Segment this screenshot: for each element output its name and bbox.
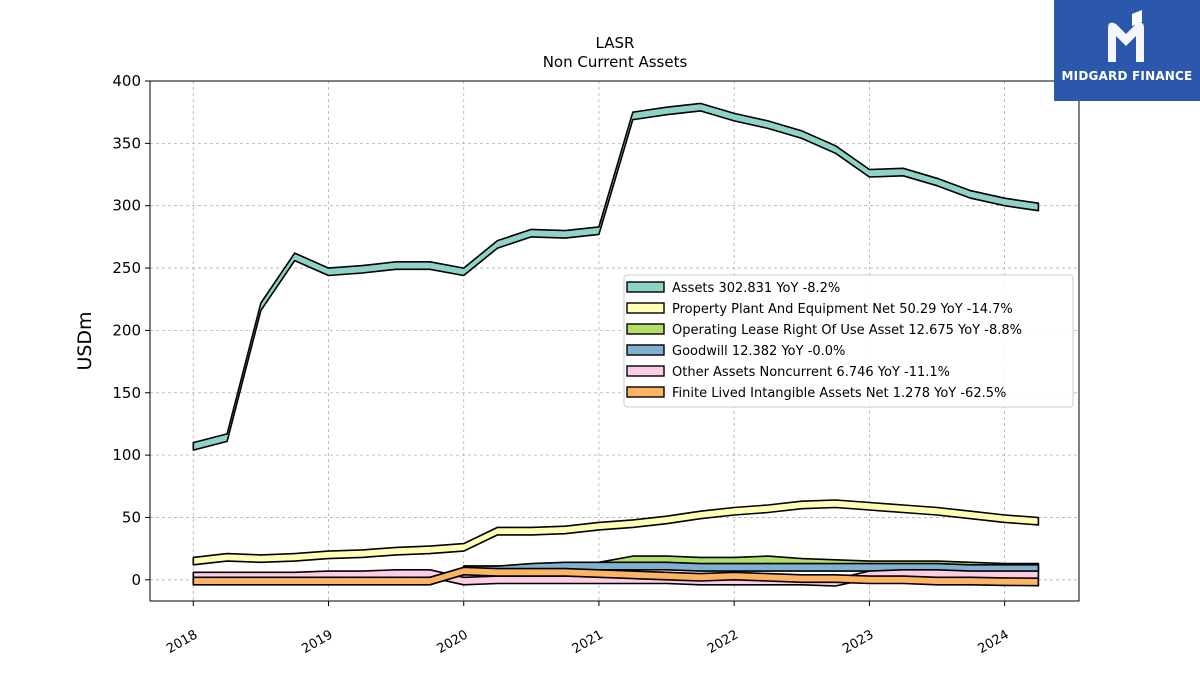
x-tick-label: 2024 bbox=[975, 627, 1011, 657]
y-tick-label: 150 bbox=[112, 384, 141, 402]
brand-logo: MIDGARD FINANCE bbox=[1054, 0, 1200, 101]
y-tick-label: 100 bbox=[112, 446, 141, 464]
x-axis-ticks: 2018 2019 2020 2021 2022 2023 2024 bbox=[164, 601, 1012, 657]
legend: Assets 302.831 YoY -8.2% Property Plant A… bbox=[623, 274, 1074, 408]
legend-swatch bbox=[626, 386, 665, 398]
legend-entry: Other Assets Noncurrent 6.746 YoY -11.1% bbox=[672, 365, 950, 380]
legend-entry: Finite Lived Intangible Assets Net 1.278… bbox=[672, 386, 1006, 401]
plot-areas bbox=[192, 102, 1040, 587]
x-tick-label: 2018 bbox=[164, 627, 200, 657]
x-tick-label: 2019 bbox=[299, 627, 335, 657]
legend-swatch bbox=[626, 344, 665, 356]
legend-entry: Operating Lease Right Of Use Asset 12.67… bbox=[672, 323, 1022, 338]
y-tick-label: 0 bbox=[131, 571, 141, 589]
legend-swatch bbox=[626, 302, 665, 314]
legend-entry: Assets 302.831 YoY -8.2% bbox=[672, 281, 840, 296]
series-band-finite-lived-intangible-assets-net bbox=[192, 566, 1040, 587]
plot-frame bbox=[149, 80, 1080, 602]
chart-subtitle: Non Current Assets bbox=[543, 53, 688, 71]
legend-swatch bbox=[626, 365, 665, 377]
y-tick-label: 250 bbox=[112, 259, 141, 277]
y-axis-ticks: 0 50 100 150 200 250 300 350 400 bbox=[112, 72, 150, 589]
legend-swatch bbox=[626, 281, 665, 293]
y-axis-label: USDm bbox=[74, 311, 96, 370]
legend-box bbox=[623, 274, 1074, 408]
y-tick-label: 300 bbox=[112, 197, 141, 215]
brand-mark-icon bbox=[1108, 10, 1144, 63]
y-tick-label: 200 bbox=[112, 321, 141, 339]
y-tick-label: 350 bbox=[112, 134, 141, 152]
series-band-property-plant-and-equipment-net bbox=[192, 499, 1040, 566]
y-tick-label: 400 bbox=[112, 72, 141, 90]
x-tick-label: 2022 bbox=[705, 627, 741, 657]
legend-entry: Property Plant And Equipment Net 50.29 Y… bbox=[672, 302, 1013, 317]
y-tick-label: 50 bbox=[122, 508, 141, 526]
chart-title: LASR bbox=[596, 34, 635, 52]
x-tick-label: 2021 bbox=[570, 627, 606, 657]
brand-name: MIDGARD FINANCE bbox=[1061, 69, 1193, 83]
legend-swatch bbox=[626, 323, 665, 335]
x-tick-label: 2023 bbox=[840, 627, 876, 657]
series-band-assets bbox=[192, 102, 1040, 451]
x-tick-label: 2020 bbox=[435, 627, 471, 657]
legend-entry: Goodwill 12.382 YoY -0.0% bbox=[672, 344, 845, 359]
